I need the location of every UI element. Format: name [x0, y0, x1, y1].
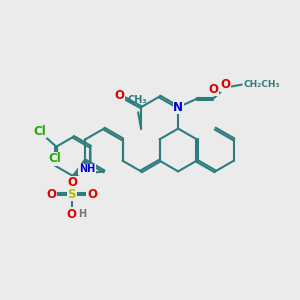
- Text: NH: NH: [79, 164, 95, 174]
- Text: Cl: Cl: [33, 125, 46, 138]
- Text: CH₂CH₃: CH₂CH₃: [243, 80, 280, 89]
- Text: Cl: Cl: [49, 152, 61, 166]
- Text: S: S: [68, 188, 76, 201]
- Text: O: O: [220, 78, 230, 91]
- Text: O: O: [87, 188, 97, 201]
- Text: H: H: [78, 209, 86, 219]
- Text: CH₃: CH₃: [128, 95, 147, 105]
- Text: O: O: [46, 188, 57, 201]
- Text: N: N: [173, 101, 183, 114]
- Text: O: O: [68, 176, 78, 189]
- Text: O: O: [67, 208, 77, 221]
- Text: O: O: [208, 83, 218, 96]
- Text: O: O: [114, 89, 124, 102]
